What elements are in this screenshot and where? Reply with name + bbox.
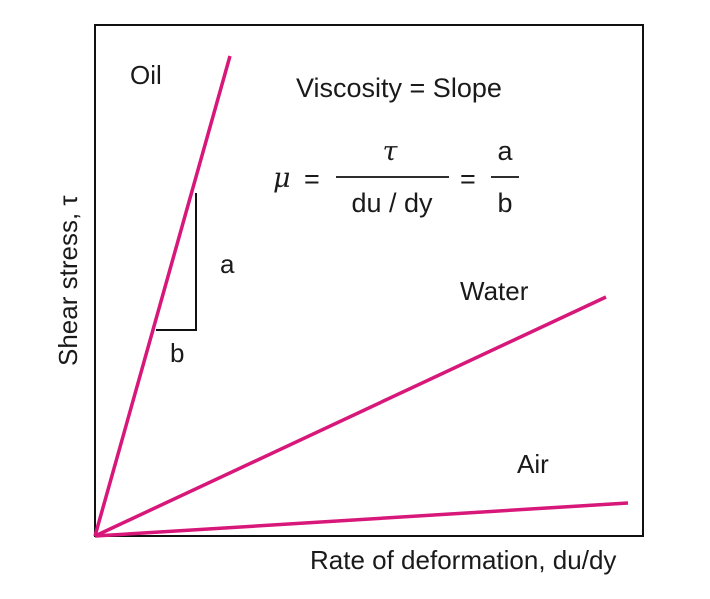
plot-frame (94, 24, 644, 537)
equation-numerator: τ (383, 136, 399, 167)
equation-denominator: du / dy (351, 188, 433, 218)
oil-line (93, 55, 232, 537)
run-label: b (170, 338, 184, 368)
rise-label: a (220, 249, 235, 279)
equation-ratio-denominator: b (497, 188, 512, 218)
air-label: Air (517, 449, 549, 479)
water-label: Water (460, 276, 529, 306)
equation-mu: μ (273, 163, 291, 194)
slope-triangle (156, 193, 197, 331)
equation-equals-1: = (304, 164, 320, 194)
x-axis-label: Rate of deformation, du/dy (310, 545, 616, 575)
water-line (94, 295, 607, 538)
equation-ratio-numerator: a (497, 136, 513, 166)
equation-equals-2: = (460, 164, 476, 194)
oil-label: Oil (130, 60, 162, 90)
y-axis-label: Shear stress, τ (53, 195, 83, 366)
equation-title: Viscosity = Slope (296, 73, 502, 103)
air-line (94, 501, 629, 538)
